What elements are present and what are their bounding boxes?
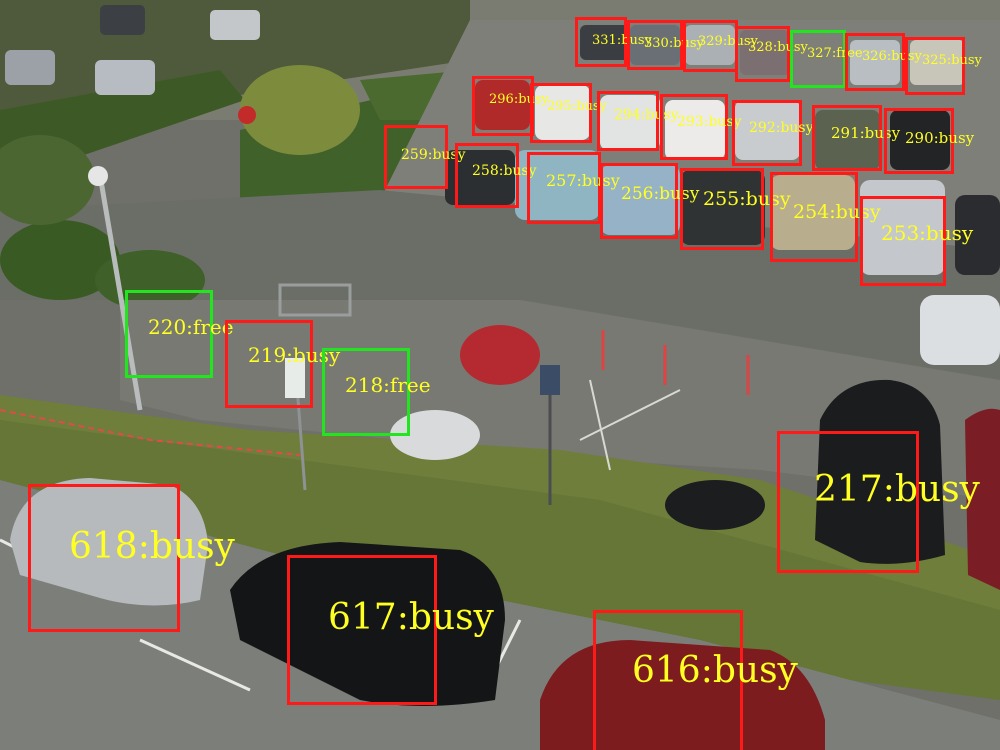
- slot-label: 295:busy: [547, 99, 607, 114]
- slot-label: 220:free: [148, 315, 234, 339]
- parking-slot-326: 326:busy: [845, 33, 922, 91]
- parking-slot-255: 255:busy: [680, 168, 791, 250]
- slot-label: 290:busy: [905, 129, 975, 147]
- slot-label: 331:busy: [592, 33, 652, 48]
- slot-label: 327:free: [807, 46, 863, 61]
- parking-slot-220: 220:free: [125, 290, 234, 378]
- parking-slot-328: 328:busy: [735, 26, 808, 82]
- slot-label: 618:busy: [69, 526, 235, 567]
- parking-slot-327: 327:free: [790, 30, 863, 88]
- parking-slot-295: 295:busy: [530, 83, 607, 143]
- slot-label: 255:busy: [703, 188, 791, 210]
- parking-slot-616: 616:busy: [593, 610, 798, 750]
- slot-label: 218:free: [345, 373, 431, 397]
- slot-label: 292:busy: [749, 120, 814, 136]
- slot-label: 219:busy: [248, 343, 341, 367]
- parking-slot-296: 296:busy: [472, 76, 549, 136]
- parking-slot-217: 217:busy: [777, 431, 980, 573]
- parking-slot-291: 291:busy: [812, 105, 900, 171]
- parking-slot-257: 257:busy: [527, 152, 620, 224]
- parking-slot-294: 294:busy: [597, 91, 679, 151]
- parking-slot-325: 325:busy: [905, 37, 982, 95]
- slot-label: 217:busy: [814, 469, 980, 510]
- slot-label: 296:busy: [489, 92, 549, 107]
- slot-label: 259:busy: [401, 147, 466, 163]
- parking-slot-258: 258:busy: [455, 143, 537, 208]
- slot-label: 253:busy: [881, 221, 974, 245]
- parking-slot-331: 331:busy: [575, 17, 652, 67]
- slot-label: 329:busy: [698, 34, 758, 49]
- parking-slot-290: 290:busy: [884, 108, 974, 174]
- slot-label: 256:busy: [621, 184, 700, 204]
- parking-slot-618: 618:busy: [28, 484, 235, 632]
- parking-slot-617: 617:busy: [287, 555, 494, 705]
- parking-slot-330: 330:busy: [627, 20, 704, 70]
- slot-label: 617:busy: [328, 597, 494, 638]
- parking-slot-256: 256:busy: [600, 163, 699, 239]
- parking-slot-218: 218:free: [322, 348, 431, 436]
- slot-label: 330:busy: [644, 36, 704, 51]
- slot-label: 258:busy: [472, 163, 537, 179]
- parking-slot-253: 253:busy: [860, 196, 973, 286]
- parking-slot-292: 292:busy: [732, 100, 814, 166]
- slot-label: 325:busy: [922, 53, 982, 68]
- slot-label: 254:busy: [793, 201, 881, 223]
- slot-label: 293:busy: [677, 114, 742, 130]
- parking-slot-329: 329:busy: [683, 20, 758, 72]
- slot-label: 291:busy: [831, 124, 901, 142]
- parking-slot-293: 293:busy: [660, 94, 742, 160]
- parking-slot-259: 259:busy: [384, 125, 466, 189]
- slot-label: 616:busy: [632, 650, 798, 691]
- parking-slot-219: 219:busy: [225, 320, 340, 408]
- parking-slot-254: 254:busy: [770, 172, 881, 262]
